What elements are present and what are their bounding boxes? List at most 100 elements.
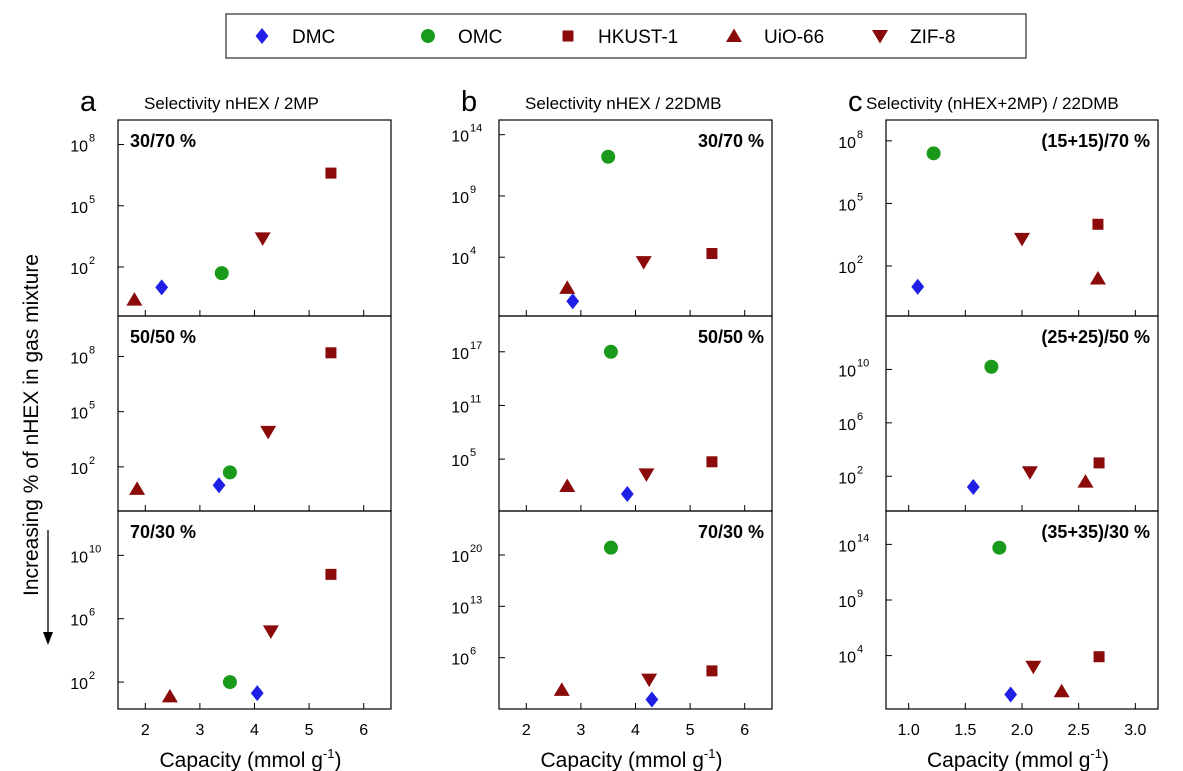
legend-label: UiO-66	[764, 27, 824, 48]
legend-marker-dmc	[255, 28, 269, 44]
y-tick-exponent: 5	[89, 194, 95, 206]
subplot-c-2: 10 210 610 10(25+25)/50 %	[838, 315, 1159, 512]
y-tick-exponent: 8	[89, 344, 95, 356]
point-zif-8	[1021, 466, 1038, 480]
legend-entry-omc: OMC	[421, 27, 502, 48]
y-tick-label: 10	[451, 453, 469, 470]
x-tick-label: 2.0	[1011, 722, 1033, 739]
point-uio-66	[129, 481, 146, 495]
y-tick-label: 10	[70, 200, 88, 217]
point-dmc	[566, 293, 580, 310]
x-tick-label: 3.0	[1124, 722, 1146, 739]
y-tick-label: 10	[451, 549, 469, 566]
y-tick-exponent: 2	[89, 670, 95, 682]
legend: DMC OMC HKUST-1 UiO-66 ZIF-8	[225, 13, 1027, 59]
y-tick-exponent: 6	[470, 646, 476, 658]
point-zif-8	[1014, 232, 1030, 247]
x-tick-label: 2	[141, 722, 150, 739]
composition-label: (35+35)/30 %	[1041, 522, 1150, 542]
y-tick-label: 10	[838, 594, 856, 611]
point-uio-66	[559, 478, 576, 492]
composition-label: 70/30 %	[130, 522, 196, 542]
legend-label: HKUST-1	[598, 27, 678, 48]
panel-title: Selectivity (nHEX+2MP) / 22DMB	[866, 94, 1119, 113]
legend-marker-zif-8	[872, 30, 888, 44]
point-omc	[214, 266, 229, 281]
point-uio-66	[1089, 270, 1106, 285]
y-tick-exponent: 4	[857, 644, 863, 656]
y-tick-exponent: 6	[89, 607, 95, 619]
x-tick-label: 6	[740, 722, 749, 739]
point-dmc	[966, 478, 980, 495]
x-tick-label: 5	[686, 722, 695, 739]
composition-label: 30/70 %	[698, 131, 764, 151]
point-zif-8	[260, 425, 277, 440]
x-tick-label: 4	[250, 722, 259, 739]
y-tick-label: 10	[451, 251, 469, 268]
y-tick-label: 10	[70, 261, 88, 278]
legend-entry-hkust-1: HKUST-1	[562, 27, 678, 48]
y-tick-exponent: 10	[857, 357, 869, 369]
composition-label: 50/50 %	[698, 327, 764, 347]
panel-letter: b	[461, 86, 477, 118]
y-tick-label: 10	[838, 538, 856, 555]
y-tick-exponent: 13	[470, 594, 482, 606]
point-hkust-1	[325, 568, 337, 580]
side-arrow-head	[43, 632, 53, 645]
y-tick-exponent: 4	[470, 245, 476, 257]
point-hkust-1	[706, 248, 718, 260]
legend-entry-zif-8: ZIF-8	[872, 27, 955, 48]
y-tick-exponent: 6	[857, 411, 863, 423]
point-dmc	[911, 278, 925, 295]
y-tick-exponent: 5	[857, 191, 863, 203]
x-tick-label: 2.5	[1068, 722, 1090, 739]
y-tick-exponent: 2	[89, 455, 95, 467]
point-hkust-1	[706, 456, 718, 468]
legend-label: DMC	[292, 27, 335, 48]
legend-label: ZIF-8	[910, 27, 955, 48]
composition-label: (25+25)/50 %	[1041, 327, 1150, 347]
point-hkust-1	[1093, 651, 1105, 663]
legend-marker-uio-66	[726, 28, 742, 42]
y-tick-exponent: 9	[857, 588, 863, 600]
point-omc	[603, 344, 618, 359]
legend-marker-hkust-1	[562, 30, 574, 42]
point-omc	[992, 540, 1007, 555]
point-hkust-1	[1093, 457, 1105, 469]
panel-letter: a	[80, 86, 97, 118]
y-tick-label: 10	[838, 135, 856, 152]
composition-label: 30/70 %	[130, 131, 196, 151]
point-zif-8	[635, 256, 652, 270]
legend-frame	[225, 13, 1027, 59]
y-tick-label: 10	[451, 399, 469, 416]
point-hkust-1	[325, 167, 337, 179]
point-zif-8	[254, 232, 271, 246]
y-tick-label: 10	[451, 652, 469, 669]
legend-entry-dmc: DMC	[255, 27, 335, 48]
point-uio-66	[559, 280, 576, 294]
y-tick-label: 10	[451, 600, 469, 617]
y-tick-label: 10	[838, 197, 856, 214]
legend-entry-uio-66: UiO-66	[726, 27, 824, 48]
y-tick-label: 10	[451, 129, 469, 146]
y-tick-label: 10	[838, 260, 856, 277]
y-tick-label: 10	[70, 139, 88, 156]
subplot-a-2: 10 210 510 850/50 %	[70, 315, 392, 512]
point-zif-8	[641, 673, 658, 688]
panel-title: Selectivity nHEX / 2MP	[144, 94, 319, 113]
x-tick-label: 3	[576, 722, 585, 739]
y-tick-label: 10	[451, 190, 469, 207]
y-tick-label: 10	[70, 350, 88, 367]
point-uio-66	[1077, 474, 1094, 488]
composition-label: 50/50 %	[130, 327, 196, 347]
legend-label: OMC	[458, 27, 502, 48]
x-tick-label: 1.5	[954, 722, 976, 739]
y-tick-label: 10	[70, 549, 88, 566]
y-tick-label: 10	[70, 461, 88, 478]
